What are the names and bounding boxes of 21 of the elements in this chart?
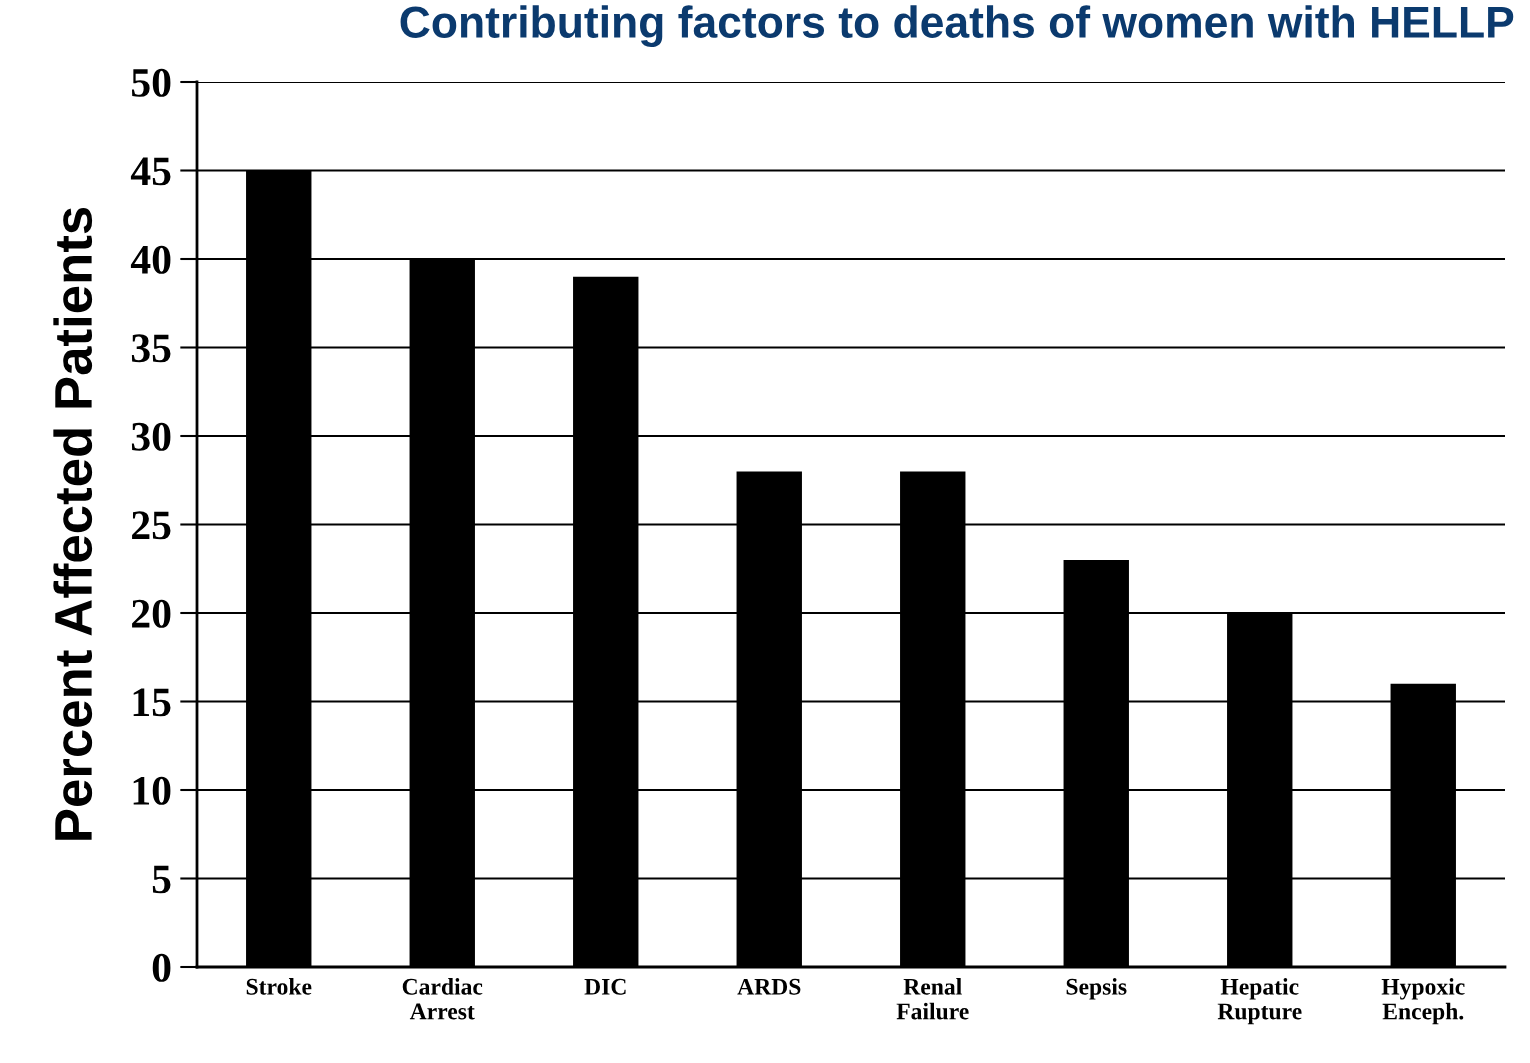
x-tick-label: Hypoxic Enceph. [1381, 978, 1465, 1025]
x-tick-label: Stroke [246, 978, 312, 995]
y-tick-label: 5 [152, 865, 171, 894]
y-tick-label: 50 [132, 68, 171, 97]
x-tick-label: Cardiac Arrest [402, 978, 483, 1020]
x-tick-label: ARDS [737, 978, 801, 995]
y-tick-label: 30 [131, 422, 171, 451]
x-tick-label: Sepsis [1066, 978, 1127, 1000]
y-tick-label: 25 [132, 511, 171, 540]
y-tick-label: 0 [152, 953, 171, 982]
y-tick-label: 35 [131, 334, 171, 363]
y-tick-label: 20 [132, 599, 171, 628]
y-tick-label: 45 [130, 157, 171, 186]
y-tick-label: 15 [133, 688, 171, 717]
x-tick-label: Renal Failure [896, 978, 969, 1020]
chart-title: Contributing factors to deaths of women with HELLP [400, 5, 1514, 47]
x-tick-label: DIC [584, 978, 626, 995]
y-axis-title: Percent Affected Patients [53, 207, 93, 840]
y-tick-label: 10 [133, 776, 171, 805]
x-tick-label: Hepatic Rupture [1217, 978, 1302, 1025]
y-tick-label: 40 [130, 245, 171, 274]
